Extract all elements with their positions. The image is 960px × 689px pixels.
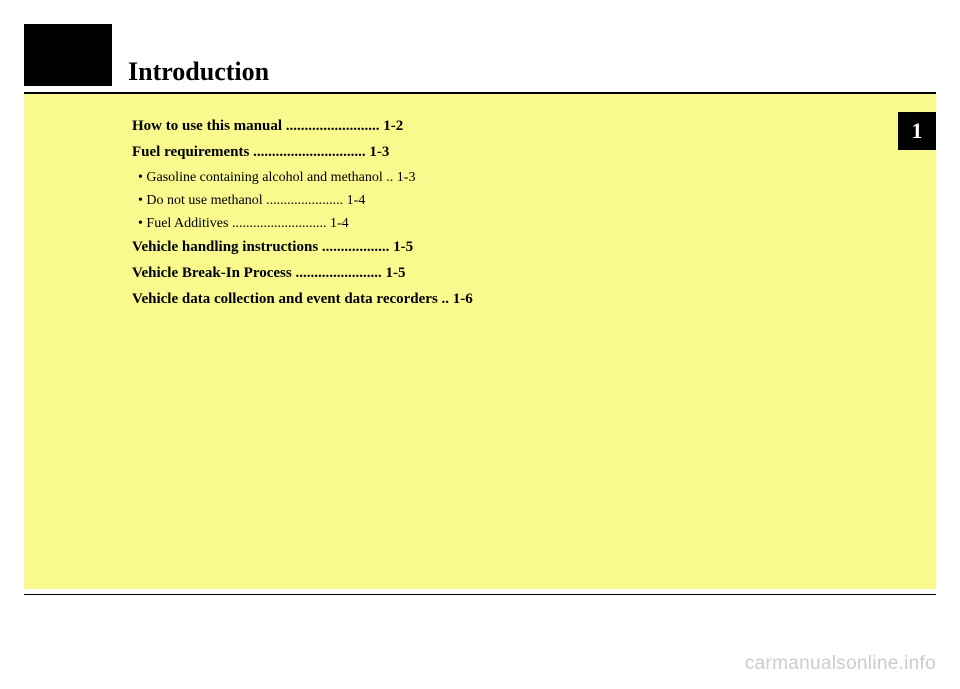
toc-entry-main: Vehicle handling instructions ..........… xyxy=(132,237,916,259)
toc-entry-sub: • Fuel Additives .......................… xyxy=(132,214,916,234)
watermark-text: carmanualsonline.info xyxy=(745,653,936,675)
toc-entry-main: Fuel requirements ......................… xyxy=(132,142,916,164)
toc-entry-main: Vehicle Break-In Process ...............… xyxy=(132,263,916,285)
bottom-divider xyxy=(24,594,936,595)
toc-list: How to use this manual .................… xyxy=(132,116,916,311)
toc-entry-sub: • Do not use methanol ..................… xyxy=(132,191,916,211)
corner-black-box xyxy=(24,24,112,86)
toc-entry-sub: • Gasoline containing alcohol and methan… xyxy=(132,168,916,188)
toc-block: How to use this manual .................… xyxy=(24,94,936,589)
chapter-badge: 1 xyxy=(898,112,936,150)
page-container: Introduction How to use this manual ....… xyxy=(0,0,960,689)
chapter-title: Introduction xyxy=(128,57,269,87)
toc-entry-main: Vehicle data collection and event data r… xyxy=(132,289,916,311)
toc-entry-main: How to use this manual .................… xyxy=(132,116,916,138)
